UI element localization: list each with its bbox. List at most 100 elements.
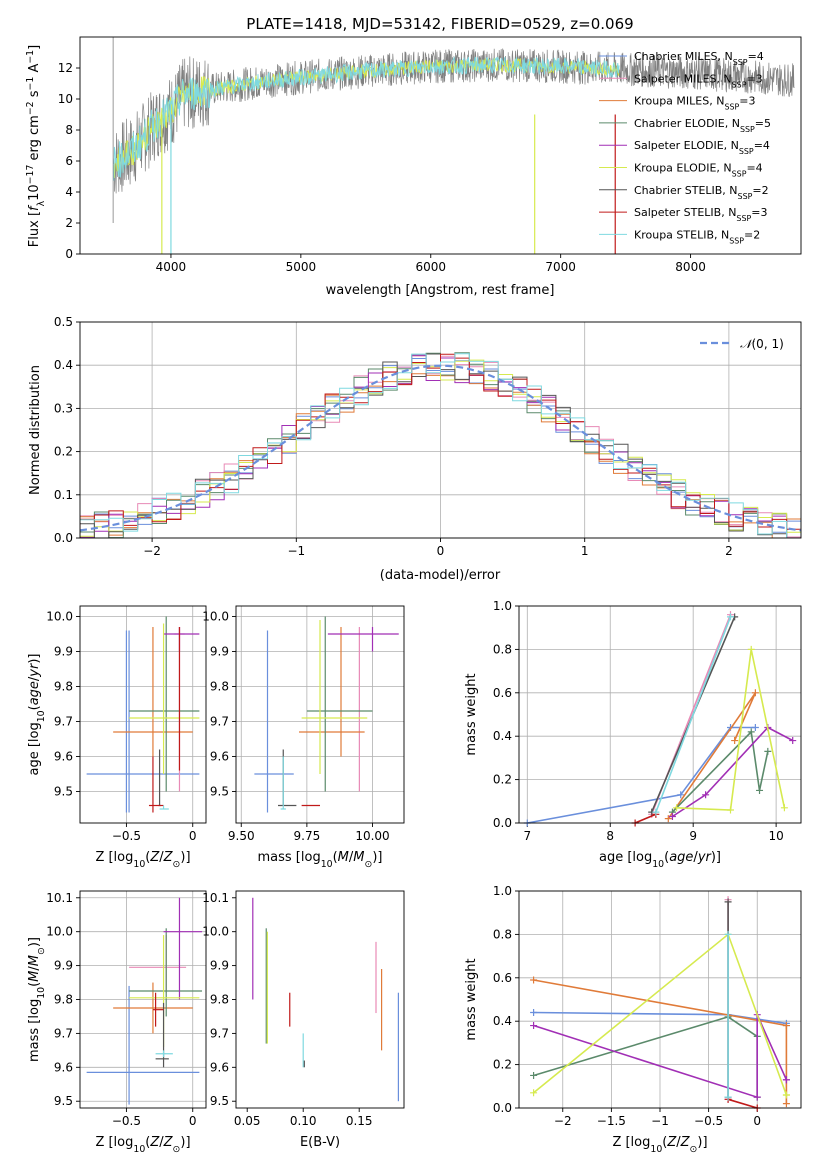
y-tick-label: 0.8 [493, 927, 512, 941]
weight-vs-age-panel-xlabel: age [log10(age/yr)] [599, 850, 721, 870]
y-tick-label: 9.6 [210, 750, 229, 764]
y-tick-label: 0.0 [493, 1101, 512, 1115]
spectrum-ylabel: Flux [fλ10−17 erg cm−2 s−1 A−1] [25, 45, 47, 247]
y-tick-label: 0.2 [493, 773, 512, 787]
weight-series [676, 649, 786, 811]
x-tick-label: −1 [651, 1114, 669, 1128]
y-tick-label: 9.5 [210, 785, 229, 799]
weight-marker [782, 1100, 790, 1108]
histograms [80, 352, 801, 538]
weight-series [634, 813, 657, 824]
legend-label: Salpeter MILES, NSSP=3 [634, 72, 763, 89]
weight-marker [677, 791, 685, 799]
weight-marker [764, 747, 772, 755]
y-tick-label: 12 [58, 61, 73, 75]
y-tick-label: 0.0 [493, 816, 512, 830]
y-tick-label: 0.4 [493, 729, 512, 743]
y-tick-label: 9.8 [54, 993, 73, 1007]
legend-label: 𝒩(0, 1) [740, 337, 784, 351]
y-tick-label: 9.7 [54, 1026, 73, 1040]
x-tick-label: 10.00 [355, 829, 389, 843]
mass-vs-Z-panel-ylabel: mass [log10(M/M⊙)] [27, 937, 47, 1062]
y-tick-label: 0.6 [493, 686, 512, 700]
axes-frame [518, 890, 802, 1109]
weight-vs-Z-panel-ylabel: mass weight [464, 958, 479, 1040]
x-tick-label: 10 [768, 829, 783, 843]
weight-marker [668, 812, 676, 820]
legend-label: Chabrier STELIB, NSSP=2 [634, 184, 769, 201]
weight-marker [530, 976, 538, 984]
x-tick-label: 4000 [156, 260, 187, 274]
axes-frame [235, 890, 405, 1109]
y-tick-label: 9.8 [210, 993, 229, 1007]
age-vs-Z-panel: −0.5 0 9.5 9.6 9.7 9.8 9.9 10.0 Z [log10(Z/Z⊙)] a… [27, 605, 207, 870]
residual-panel: −2 −1 0 1 2 0.0 0.1 0.2 0.3 0.4 0.5 (data-model)/er… [28, 315, 802, 583]
y-tick-label: 10.0 [46, 610, 73, 624]
axes-frame [235, 605, 405, 824]
y-tick-label: 0.3 [54, 401, 73, 415]
age-vs-mass-panel: 9.50 9.75 10.00 9.5 9.6 9.7 9.8 9.9 10.0 mass [lo… [202, 605, 405, 870]
x-tick-label: −1 [287, 544, 305, 558]
weight-marker [756, 786, 764, 794]
y-tick-label: 0.6 [493, 971, 512, 985]
axes-frame [79, 36, 802, 255]
weight-series [671, 730, 769, 813]
y-tick-label: 0.8 [493, 642, 512, 656]
y-tick-label: 9.5 [54, 1094, 73, 1108]
x-tick-label: 0 [189, 829, 197, 843]
y-tick-label: 9.9 [210, 645, 229, 659]
y-tick-label: 0.5 [54, 315, 73, 329]
weight-vs-age-panel-ylabel: mass weight [464, 673, 479, 755]
x-tick-label: 0 [753, 1114, 761, 1128]
weight-vs-Z-panel-xlabel: Z [log10(Z/Z⊙)] [612, 1135, 707, 1155]
y-tick-label: 0.1 [54, 488, 73, 502]
spectrum-title: PLATE=1418, MJD=53142, FIBERID=0529, z=0… [246, 15, 633, 33]
x-tick-label: 0.15 [346, 1114, 373, 1128]
x-tick-label: −2 [554, 1114, 572, 1128]
y-tick-label: 8 [65, 123, 73, 137]
y-tick-label: 9.6 [54, 750, 73, 764]
plots-layer: 4000 5000 6000 7000 8000024681012wavelength … [25, 36, 802, 1155]
residual-xlabel: (data-model)/error [380, 568, 501, 583]
weight-marker [747, 728, 755, 736]
weight-marker [702, 791, 710, 799]
x-tick-label: 6000 [415, 260, 446, 274]
x-tick-label: 8000 [675, 260, 706, 274]
weight-series [533, 1014, 788, 1099]
y-tick-label: 10.1 [202, 891, 229, 905]
weight-marker [747, 645, 755, 653]
y-tick-label: 10.0 [202, 925, 229, 939]
weight-marker [751, 724, 759, 732]
x-tick-label: 9.75 [294, 829, 321, 843]
y-tick-label: 10.0 [46, 925, 73, 939]
x-tick-label: 0 [189, 1114, 197, 1128]
weight-marker [652, 808, 660, 816]
mass-vs-Z-panel-xlabel: Z [log10(Z/Z⊙)] [95, 1135, 190, 1155]
x-tick-label: −0.5 [112, 1114, 141, 1128]
spectrum-legend: Chabrier MILES, NSSP=4 Salpeter MILES, NS… [599, 50, 771, 245]
legend-label: Chabrier ELODIE, NSSP=5 [634, 117, 771, 133]
weight-marker [782, 1022, 790, 1030]
y-tick-label: 9.7 [54, 715, 73, 729]
axes-frame [79, 321, 802, 539]
y-tick-label: 2 [65, 216, 73, 230]
residual-ylabel: Normed distribution [28, 365, 43, 495]
weight-vs-Z-panel: −2 −1.5 −1 −0.5 0 0.0 0.2 0.4 0.6 0.8 1.0 Z [log10(… [464, 884, 802, 1155]
weight-series [727, 1098, 758, 1109]
y-tick-label: 9.9 [210, 959, 229, 973]
weight-series [527, 726, 756, 824]
mass-vs-ebv-panel-xlabel: E(B-V) [300, 1135, 340, 1150]
y-tick-label: 0.2 [54, 445, 73, 459]
x-tick-label: 2 [725, 544, 733, 558]
y-tick-label: 9.9 [54, 959, 73, 973]
x-tick-label: 7000 [545, 260, 576, 274]
weight-marker [724, 930, 732, 938]
weight-marker [731, 737, 739, 745]
y-tick-label: 9.7 [210, 1026, 229, 1040]
y-tick-label: 9.7 [210, 715, 229, 729]
weight-marker [530, 1071, 538, 1079]
spectrum-series [113, 55, 620, 181]
spectrum-lines [112, 37, 795, 254]
y-tick-label: 10.0 [202, 610, 229, 624]
normal-curve [80, 364, 801, 532]
